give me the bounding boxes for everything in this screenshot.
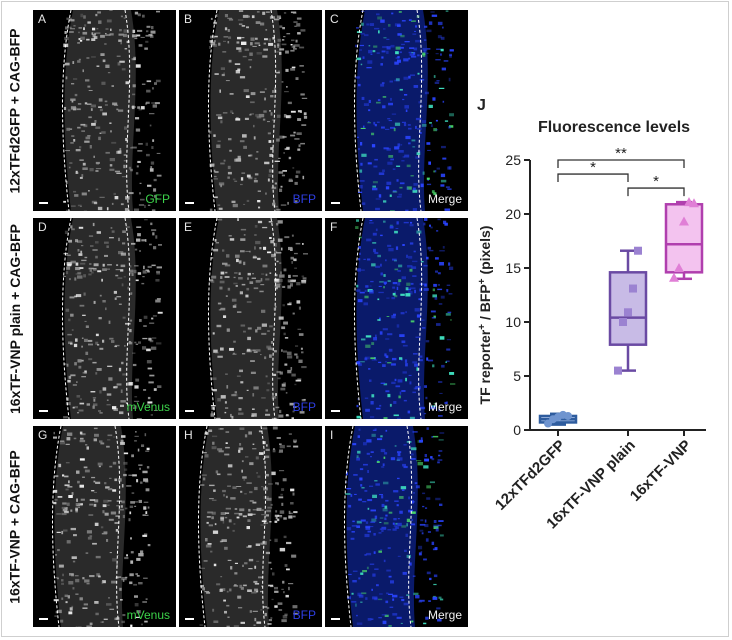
row-label: 12xTFd2GFP + CAG-BFP (0, 10, 30, 211)
channel-label: BFP (292, 400, 316, 414)
micrograph-image (52, 426, 151, 627)
data-point (679, 216, 689, 226)
data-point (614, 366, 622, 375)
y-tick-label: 5 (513, 368, 521, 384)
micrograph-image (62, 218, 163, 419)
micrograph-image (208, 218, 308, 419)
y-axis-label-part: (pixels) (477, 226, 493, 279)
micrograph-image (198, 426, 299, 627)
y-tick-label: 15 (505, 260, 521, 276)
row-label: 16xTF-VNP plain + CAG-BFP (0, 218, 30, 419)
significance-label: * (653, 173, 659, 190)
panel-letter: B (184, 12, 193, 26)
box-plot-chart: Fluorescence levels 0 5 10 15 20 25 TF reporter… (477, 119, 706, 532)
x-tick-label: 12xTFd2GFP (492, 437, 569, 514)
scale-bar (185, 618, 194, 620)
y-tick-label: 20 (505, 206, 521, 222)
panel-letter: D (38, 220, 47, 234)
micrograph-panel-a: A GFP (33, 10, 176, 211)
panel-letter: I (330, 428, 334, 442)
scale-bar (185, 410, 194, 412)
micrograph-image (62, 10, 162, 211)
panel-letter: C (330, 12, 339, 26)
y-axis-label-part: / BFP (477, 284, 493, 324)
scale-bar (331, 618, 340, 620)
significance-label: * (590, 159, 596, 176)
channel-label: Merge (427, 192, 462, 206)
y-tick-label: 25 (505, 152, 521, 168)
micrograph-panel-f: F Merge (325, 218, 468, 419)
scale-bar (39, 410, 48, 412)
channel-label: Merge (427, 400, 462, 414)
significance-bracket (557, 159, 685, 168)
channel-label: BFP (292, 192, 316, 206)
data-point (629, 284, 637, 293)
micrograph-image (208, 10, 308, 211)
data-point (669, 272, 679, 282)
scale-bar (331, 410, 340, 412)
channel-label: Merge (427, 608, 462, 622)
micrograph-panel-i: I Merge (325, 426, 468, 627)
data-point (634, 246, 642, 255)
data-point (689, 198, 699, 208)
chart-title: Fluorescence levels (538, 119, 690, 136)
panel-letter: A (38, 12, 47, 26)
panel-letter: E (184, 220, 193, 234)
panel-letter: F (330, 220, 338, 234)
scale-bar (331, 202, 340, 204)
data-point (619, 318, 627, 326)
scale-bar (185, 202, 194, 204)
channel-label: mVenus (126, 608, 170, 622)
scale-bar (39, 202, 48, 204)
channel-label: mVenus (126, 400, 170, 414)
y-axis-label: TF reporter+ / BFP+ (pixels) (477, 226, 494, 405)
row-label-text: 16xTF-VNP + CAG-BFP (7, 449, 24, 604)
significance-label: ** (615, 145, 627, 162)
y-tick-label: 0 (513, 422, 521, 438)
y-tick-label: 10 (505, 314, 521, 330)
data-point (564, 411, 572, 420)
channel-label: BFP (292, 608, 316, 622)
scale-bar (39, 618, 48, 620)
y-axis-label-part: TF reporter (477, 329, 493, 404)
micrograph-image (344, 426, 445, 627)
micrograph-panel-b: B BFP (179, 10, 322, 211)
data-point (674, 263, 684, 272)
significance-bracket (557, 173, 629, 183)
micrograph-image (354, 218, 456, 419)
channel-label: GFP (145, 192, 170, 206)
micrograph-image (354, 10, 454, 211)
row-label: 16xTF-VNP + CAG-BFP (0, 426, 30, 627)
box-2 (664, 203, 704, 274)
panel-letter: G (38, 428, 48, 442)
row-label-text: 16xTF-VNP plain + CAG-BFP (7, 223, 24, 414)
micrograph-panel-e: E BFP (179, 218, 322, 419)
significance-bracket (627, 187, 685, 197)
panel-letter: H (184, 428, 193, 442)
micrograph-panel-h: H BFP (179, 426, 322, 627)
y-axis-label-part: + (477, 278, 488, 284)
micrograph-panel-c: C Merge (325, 10, 468, 211)
y-axis-label-part: + (477, 324, 488, 330)
chart-panel-letter: J (477, 97, 486, 114)
row-label-text: 12xTFd2GFP + CAG-BFP (7, 27, 23, 194)
data-point (624, 308, 632, 317)
